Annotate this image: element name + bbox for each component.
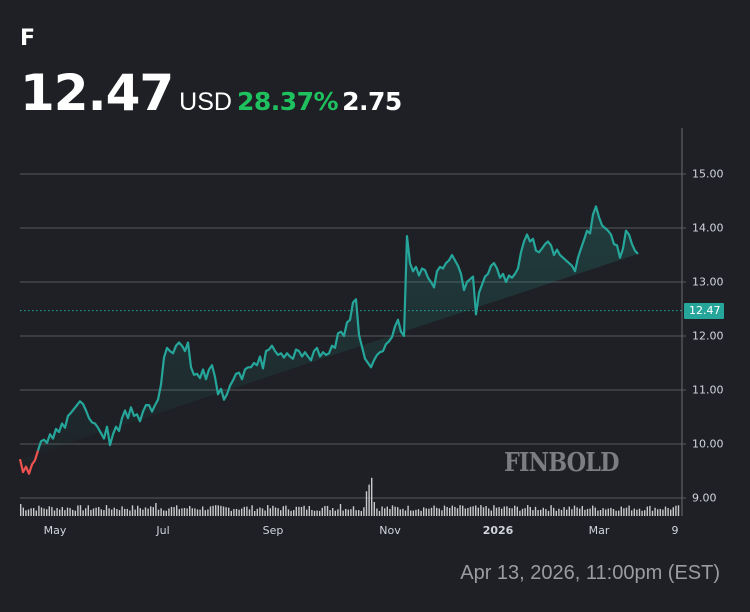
price-axis-label: 9.00 xyxy=(692,491,717,505)
grid-lines xyxy=(20,173,686,499)
volume-bars xyxy=(20,477,680,516)
currency-label: USD xyxy=(179,88,232,116)
time-axis-label: Jul xyxy=(156,524,170,537)
price-axis-label: 10.00 xyxy=(692,437,724,451)
price-area-fill xyxy=(20,206,638,474)
ticker-symbol: F xyxy=(20,26,36,51)
time-axis-label: Nov xyxy=(379,524,401,537)
time-axis-label: May xyxy=(43,524,67,537)
time-axis-label: Sep xyxy=(262,524,284,537)
time-axis-label: Mar xyxy=(588,524,610,537)
change-percent: 28.37% xyxy=(236,87,339,116)
price-line-down xyxy=(18,450,40,475)
current-price: 12.47 xyxy=(20,64,174,122)
price-axis-label: 11.00 xyxy=(692,383,724,397)
timestamp: Apr 13, 2026, 11:00pm (EST) xyxy=(460,562,720,584)
price-headline: 12.47 USD 28.37% 2.75 xyxy=(20,68,402,118)
time-axis-label: 9 xyxy=(671,524,679,537)
price-axis-label: 13.00 xyxy=(692,275,724,289)
last-price-badge: 12.47 xyxy=(684,303,724,319)
finbold-watermark: FINBOLD xyxy=(504,448,620,478)
price-axis-label: 12.00 xyxy=(692,329,724,343)
change-absolute: 2.75 xyxy=(342,87,402,116)
price-axis-label: 15.00 xyxy=(692,167,724,181)
price-line xyxy=(36,205,639,451)
price-axis-label: 14.00 xyxy=(692,221,724,235)
time-axis-label: 2026 xyxy=(482,524,514,537)
